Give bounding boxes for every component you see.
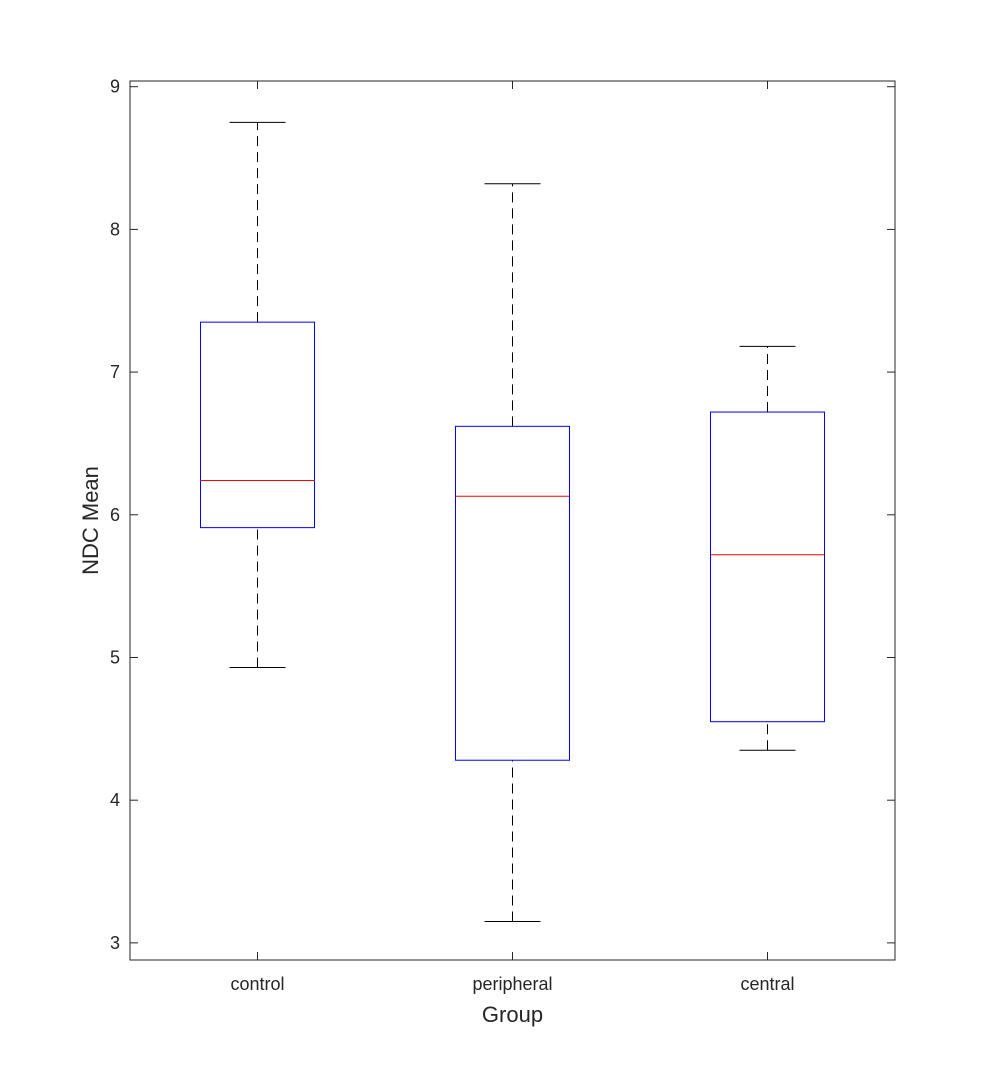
box-central xyxy=(710,345,825,751)
y-tick-label: 7 xyxy=(110,362,120,382)
box-peripheral xyxy=(455,183,570,922)
y-tick-label: 5 xyxy=(110,647,120,667)
y-tick-label: 6 xyxy=(110,505,120,525)
box-control xyxy=(200,121,315,668)
x-tick-label: control xyxy=(230,974,284,994)
y-tick-label: 8 xyxy=(110,219,120,239)
x-axis: control peripheral central xyxy=(230,81,795,994)
y-tick-label: 4 xyxy=(110,790,120,810)
iqr-box xyxy=(200,321,315,529)
x-axis-label: Group xyxy=(482,1002,543,1027)
x-tick-label: peripheral xyxy=(472,974,552,994)
y-tick-label: 3 xyxy=(110,933,120,953)
box-series xyxy=(200,121,825,922)
y-axis-label: NDC Mean xyxy=(78,466,103,575)
iqr-box xyxy=(710,411,825,723)
iqr-box xyxy=(455,425,570,761)
y-tick-label: 9 xyxy=(110,77,120,97)
y-axis: 3 4 5 6 7 8 9 xyxy=(110,77,895,953)
x-tick-label: central xyxy=(740,974,794,994)
